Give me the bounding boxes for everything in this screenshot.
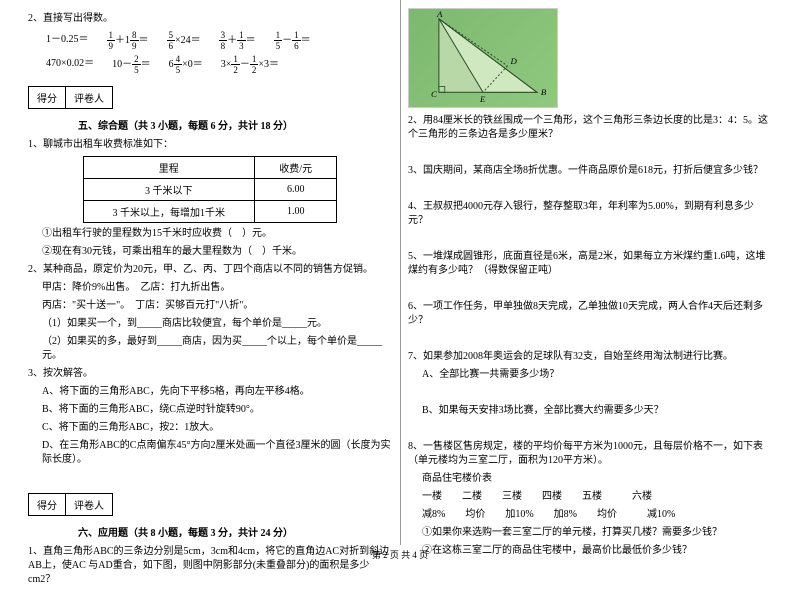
label-A: A (436, 9, 443, 19)
q-r3: 3、国庆期间，某商店全场8折优惠。一件商品原价是618元，打折后便宜多少钱？ (408, 164, 772, 178)
score-label: 得分 (29, 87, 66, 108)
section-6-title: 六、应用题（共 8 小题，每题 3 分，共计 24 分） (78, 524, 392, 539)
q-r7: 7、如果参加2008年奥运会的足球队有32支，自始至终用淘汰制进行比赛。 (408, 350, 772, 364)
q-r8a: 商品住宅楼价表 (422, 472, 772, 486)
q5-2b: 丙店："买十送一"。 丁店：买够百元打"八折"。 (42, 299, 392, 313)
q5-3d: D、在三角形ABC的C点南偏东45°方向2厘米处画一个直径3厘米的圆（长度为实际… (42, 439, 392, 467)
fare-table: 里程收费/元 3 千米以下6.00 3 千米以上，每增加1千米1.00 (83, 156, 338, 223)
page-container: 2、直接写出得数。 1－0.25＝ 19＋189＝ 56×24＝ 38＋13＝ … (0, 0, 800, 599)
q-r8-row1: 一楼 二楼 三楼 四楼 五楼 六楼 (422, 490, 772, 504)
eq-4: 38＋13＝ (219, 30, 256, 51)
score-box-5: 得分 评卷人 (28, 86, 113, 109)
q5-3: 3、按次解答。 (28, 367, 392, 381)
eq-3: 56×24＝ (167, 30, 201, 51)
label-E: E (479, 94, 486, 104)
q5-1b: ②现在有30元钱，可乘出租车的最大里程数为（ ）千米。 (42, 245, 392, 259)
grader-label: 评卷人 (66, 87, 112, 108)
q-r8b: ①如果你来选购一套三室二厅的单元楼，打算买几楼？需要多少钱？ (422, 526, 772, 540)
label-D: D (509, 56, 517, 66)
q5-2d: （2）如果买的多，最好到_____商店，因为买_____个以上，每个单价是___… (42, 335, 392, 363)
q-r2: 2、用84厘米长的铁丝围成一个三角形，这个三角形三条边长度的比是3：4：5。这个… (408, 114, 772, 142)
eq-5: 15－16＝ (274, 30, 311, 51)
q-r5: 5、一堆煤成圆锥形，底面直径是6米，高是2米，如果每立方米煤约重1.6吨，这堆煤… (408, 250, 772, 278)
score-label-6: 得分 (29, 494, 66, 515)
q5-1: 1、聊城市出租车收费标准如下： (28, 138, 392, 152)
q5-3b: B、将下面的三角形ABC，绕C点逆时针旋转90°。 (42, 403, 392, 417)
q5-3c: C、将下面的三角形ABC，按2：1放大。 (42, 421, 392, 435)
fare-td3: 3 千米以上，每增加1千米 (83, 201, 254, 223)
eq-1: 1－0.25＝ (46, 30, 89, 51)
q5-2: 2、某种商品，原定价为20元，甲、乙、丙、丁四个商店以不同的销售方促销。 (28, 263, 392, 277)
page-footer: 第 2 页 共 4 页 (0, 548, 800, 561)
label-B: B (541, 87, 547, 97)
eq-9: 3×12－12×3＝ (221, 54, 279, 75)
right-column: A B C D E 2、用84厘米长的铁丝围成一个三角形，这个三角形三条边长度的… (400, 8, 780, 591)
section-5-title: 五、综合题（共 3 小题，每题 6 分，共计 18 分） (78, 117, 392, 132)
fare-th1: 里程 (83, 157, 254, 179)
fare-th2: 收费/元 (255, 157, 337, 179)
triangle-figure: A B C D E (408, 8, 558, 108)
eq-6: 470×0.02＝ (46, 54, 94, 75)
q-r7a: A、全部比赛一共需要多少场？ (422, 368, 772, 382)
equation-row-1: 1－0.25＝ 19＋189＝ 56×24＝ 38＋13＝ 15－16＝ (46, 30, 392, 51)
fare-td2: 6.00 (255, 179, 337, 201)
label-C: C (431, 89, 437, 99)
eq-8: 645×0＝ (169, 54, 203, 75)
left-column: 2、直接写出得数。 1－0.25＝ 19＋189＝ 56×24＝ 38＋13＝ … (20, 8, 400, 591)
q-r8-row2: 减8% 均价 加10% 加8% 均价 减10% (422, 508, 772, 522)
q2-title: 2、直接写出得数。 (28, 12, 392, 26)
fare-td4: 1.00 (255, 201, 337, 223)
equation-row-2: 470×0.02＝ 10－25＝ 645×0＝ 3×12－12×3＝ (46, 54, 392, 75)
q-r6: 6、一项工作任务，甲单独做8天完成，乙单独做10天完成，两人合作4天后还剩多少？ (408, 300, 772, 328)
q5-3a: A、将下面的三角形ABC，先向下平移5格，再向左平移4格。 (42, 385, 392, 399)
q-r8: 8、一售楼区售房规定，楼的平均价每平方米为1000元，且每层价格不一，如下表（单… (408, 440, 772, 468)
q5-1a: ①出租车行驶的里程数为15千米时应收费（ ）元。 (42, 227, 392, 241)
fare-td1: 3 千米以下 (83, 179, 254, 201)
score-box-6: 得分 评卷人 (28, 493, 113, 516)
q-r4: 4、王叔叔把4000元存入银行，整存整取3年，年利率为5.00%，到期有利息多少… (408, 200, 772, 228)
q5-2c: （1）如果买一个，到_____商店比较便宜，每个单价是_____元。 (42, 317, 392, 331)
eq-7: 10－25＝ (112, 54, 151, 75)
eq-2: 19＋189＝ (107, 30, 149, 51)
q5-2a: 甲店：降价9%出售。 乙店：打九折出售。 (42, 281, 392, 295)
q-r7b: B、如果每天安排3场比赛，全部比赛大约需要多少天？ (422, 404, 772, 418)
grader-label-6: 评卷人 (66, 494, 112, 515)
